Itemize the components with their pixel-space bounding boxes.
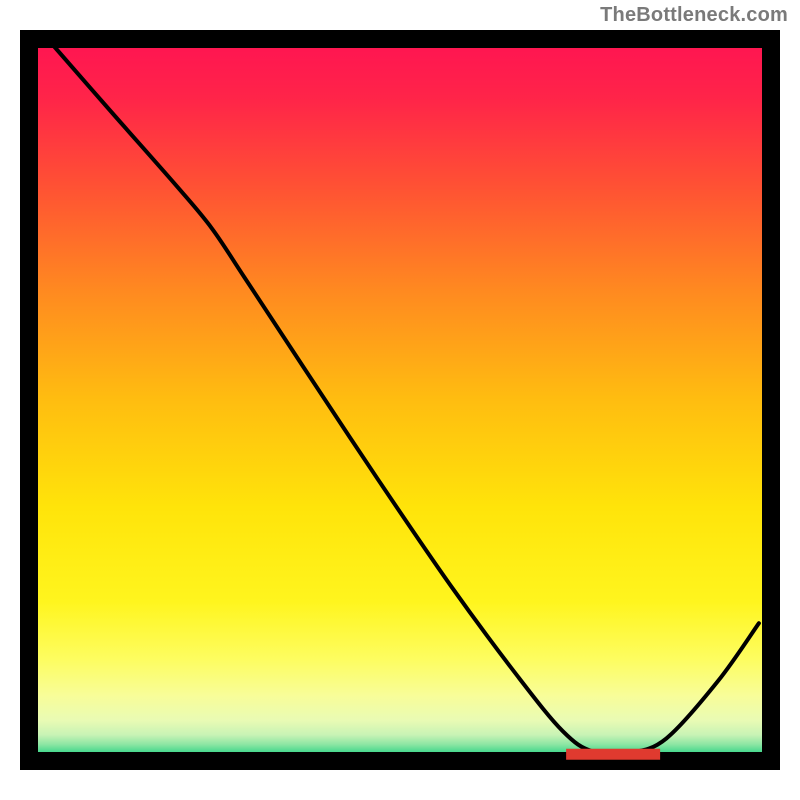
attribution-label: TheBottleneck.com — [600, 4, 788, 27]
chart-container: TheBottleneck.com — [0, 0, 800, 800]
optimal-marker — [566, 749, 660, 760]
bottleneck-chart — [0, 0, 800, 800]
